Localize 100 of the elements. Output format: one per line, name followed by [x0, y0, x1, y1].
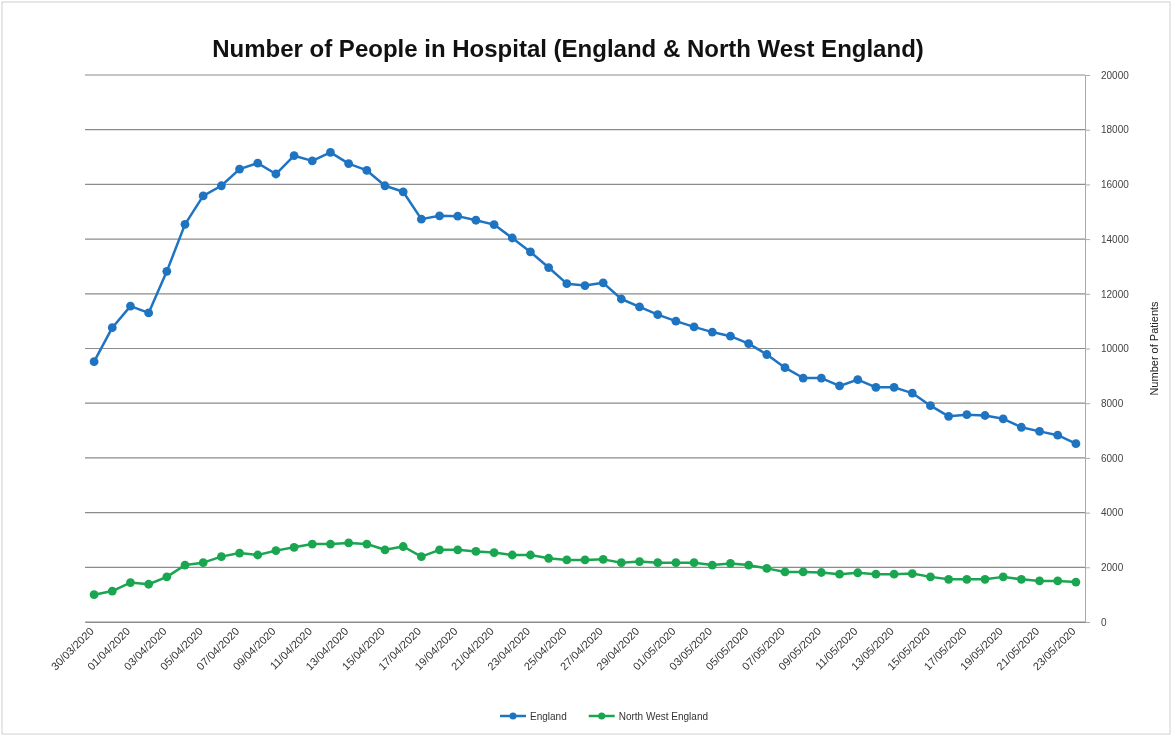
point	[1035, 426, 1044, 436]
point	[1035, 576, 1044, 586]
point	[435, 211, 444, 221]
point	[398, 542, 408, 551]
point	[416, 214, 426, 224]
y-tick-label: 10000	[1101, 343, 1130, 355]
point	[616, 294, 626, 304]
point	[835, 569, 844, 579]
y-tick-label: 12000	[1101, 288, 1130, 300]
point	[453, 545, 463, 555]
point	[944, 574, 954, 584]
point	[253, 158, 263, 168]
point	[126, 301, 135, 311]
point	[1016, 574, 1026, 584]
y-tick-label: 8000	[1101, 397, 1124, 409]
point	[271, 169, 281, 179]
y-tick-label: 4000	[1101, 507, 1124, 519]
point	[144, 308, 154, 318]
point	[562, 555, 572, 565]
point	[453, 211, 463, 221]
legend-label: North West England	[618, 710, 709, 722]
point	[253, 550, 263, 560]
point	[907, 388, 917, 398]
point	[580, 281, 590, 290]
chart-title: Number of People in Hospital (England & North West England)	[212, 35, 924, 62]
point	[580, 555, 590, 565]
point	[671, 558, 681, 568]
point	[398, 187, 408, 197]
point	[598, 278, 608, 288]
point	[1071, 577, 1081, 587]
point	[362, 166, 372, 175]
point	[1016, 422, 1026, 432]
point	[562, 279, 572, 289]
point	[871, 382, 881, 392]
point	[216, 181, 226, 191]
point	[107, 323, 117, 333]
point	[653, 558, 663, 568]
point	[744, 339, 754, 348]
point	[980, 574, 990, 584]
point	[162, 266, 172, 276]
point	[962, 410, 972, 420]
y-tick-label: 20000	[1101, 69, 1130, 81]
point	[544, 553, 554, 563]
point	[1053, 576, 1063, 586]
point	[816, 373, 826, 383]
point	[180, 219, 190, 229]
point	[489, 220, 499, 230]
point	[653, 310, 663, 319]
point	[762, 563, 772, 573]
point	[926, 572, 935, 582]
point	[198, 191, 208, 201]
point	[235, 164, 244, 174]
point	[362, 539, 372, 549]
point	[416, 552, 426, 562]
point	[289, 542, 299, 552]
point	[144, 579, 154, 589]
point	[780, 363, 790, 373]
point	[307, 539, 317, 549]
y-tick-label: 14000	[1101, 233, 1130, 245]
point	[162, 572, 172, 582]
point	[326, 539, 335, 549]
point	[689, 322, 699, 332]
point	[798, 373, 808, 383]
point	[926, 401, 935, 411]
point	[471, 215, 481, 225]
legend-label: England	[530, 710, 567, 722]
point	[526, 247, 535, 257]
point	[344, 538, 354, 548]
point	[180, 560, 190, 570]
point	[671, 316, 681, 326]
y-tick-label: 18000	[1101, 124, 1130, 136]
point	[816, 568, 826, 577]
point	[89, 590, 99, 600]
point	[835, 381, 844, 391]
point	[853, 375, 863, 385]
point	[216, 552, 226, 562]
y-tick-label: 0	[1101, 616, 1107, 628]
point	[271, 546, 281, 556]
point	[1071, 439, 1081, 449]
point	[980, 411, 990, 420]
point	[689, 558, 699, 568]
point	[944, 411, 954, 421]
point	[707, 560, 717, 570]
point	[544, 263, 554, 272]
point	[307, 156, 317, 166]
point	[707, 327, 717, 337]
point	[726, 559, 735, 568]
point	[344, 159, 354, 169]
point	[853, 568, 863, 578]
point	[889, 569, 899, 579]
point	[635, 302, 644, 312]
point	[380, 545, 390, 555]
point	[798, 567, 808, 577]
point	[526, 550, 535, 560]
point	[780, 567, 790, 577]
point	[744, 560, 754, 570]
y-tick-label: 16000	[1101, 179, 1130, 191]
point	[489, 548, 499, 557]
point	[871, 569, 881, 579]
point	[762, 350, 772, 359]
